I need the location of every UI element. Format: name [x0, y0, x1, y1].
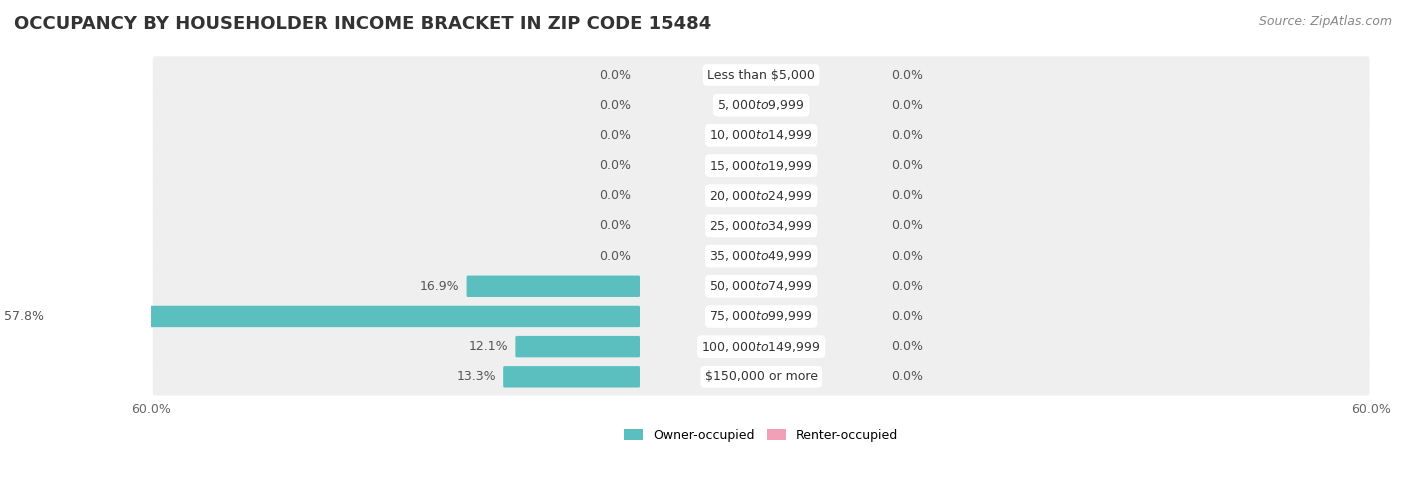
FancyBboxPatch shape	[153, 298, 1369, 335]
Text: $100,000 to $149,999: $100,000 to $149,999	[702, 340, 821, 354]
Text: 0.0%: 0.0%	[599, 159, 631, 172]
Text: 0.0%: 0.0%	[599, 219, 631, 232]
FancyBboxPatch shape	[153, 358, 1369, 396]
Text: 16.9%: 16.9%	[419, 280, 460, 293]
Text: 0.0%: 0.0%	[891, 99, 924, 112]
Text: 57.8%: 57.8%	[3, 310, 44, 323]
FancyBboxPatch shape	[153, 207, 1369, 244]
Text: 0.0%: 0.0%	[599, 99, 631, 112]
Text: 0.0%: 0.0%	[891, 129, 924, 142]
Text: $35,000 to $49,999: $35,000 to $49,999	[710, 249, 813, 263]
FancyBboxPatch shape	[153, 87, 1369, 124]
Text: 13.3%: 13.3%	[456, 370, 496, 383]
Text: 0.0%: 0.0%	[891, 189, 924, 202]
FancyBboxPatch shape	[503, 366, 640, 387]
Text: $15,000 to $19,999: $15,000 to $19,999	[710, 158, 813, 173]
FancyBboxPatch shape	[516, 336, 640, 357]
FancyBboxPatch shape	[51, 306, 640, 327]
Text: 0.0%: 0.0%	[891, 159, 924, 172]
Text: OCCUPANCY BY HOUSEHOLDER INCOME BRACKET IN ZIP CODE 15484: OCCUPANCY BY HOUSEHOLDER INCOME BRACKET …	[14, 15, 711, 33]
Text: 0.0%: 0.0%	[891, 219, 924, 232]
Text: $75,000 to $99,999: $75,000 to $99,999	[710, 310, 813, 324]
Text: 0.0%: 0.0%	[599, 250, 631, 262]
Text: 0.0%: 0.0%	[891, 310, 924, 323]
Text: 0.0%: 0.0%	[599, 129, 631, 142]
FancyBboxPatch shape	[153, 177, 1369, 214]
Text: 0.0%: 0.0%	[891, 69, 924, 82]
FancyBboxPatch shape	[467, 276, 640, 297]
Text: $50,000 to $74,999: $50,000 to $74,999	[710, 279, 813, 293]
Text: 0.0%: 0.0%	[599, 189, 631, 202]
FancyBboxPatch shape	[153, 328, 1369, 365]
Text: $10,000 to $14,999: $10,000 to $14,999	[710, 128, 813, 142]
Text: 12.1%: 12.1%	[468, 340, 508, 353]
Text: $20,000 to $24,999: $20,000 to $24,999	[710, 189, 813, 203]
Text: 0.0%: 0.0%	[891, 280, 924, 293]
Text: $150,000 or more: $150,000 or more	[704, 370, 818, 383]
Text: $25,000 to $34,999: $25,000 to $34,999	[710, 219, 813, 233]
Text: 0.0%: 0.0%	[599, 69, 631, 82]
FancyBboxPatch shape	[153, 56, 1369, 94]
FancyBboxPatch shape	[153, 237, 1369, 275]
Text: $5,000 to $9,999: $5,000 to $9,999	[717, 98, 806, 112]
FancyBboxPatch shape	[153, 147, 1369, 184]
Text: Less than $5,000: Less than $5,000	[707, 69, 815, 82]
Text: 0.0%: 0.0%	[891, 370, 924, 383]
Text: 0.0%: 0.0%	[891, 340, 924, 353]
Text: Source: ZipAtlas.com: Source: ZipAtlas.com	[1258, 15, 1392, 28]
FancyBboxPatch shape	[153, 268, 1369, 305]
Legend: Owner-occupied, Renter-occupied: Owner-occupied, Renter-occupied	[619, 424, 903, 447]
FancyBboxPatch shape	[153, 117, 1369, 154]
Text: 0.0%: 0.0%	[891, 250, 924, 262]
